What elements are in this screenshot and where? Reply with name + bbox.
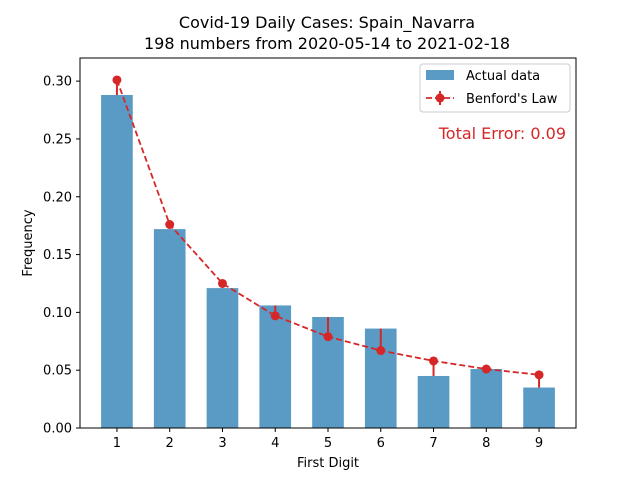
x-axis-label: First Digit bbox=[297, 456, 359, 471]
x-tick-label: 3 bbox=[218, 436, 226, 451]
x-tick-label: 9 bbox=[535, 436, 543, 451]
bar-digit-7 bbox=[417, 375, 450, 428]
bar-group bbox=[101, 95, 555, 428]
legend-box bbox=[419, 63, 571, 113]
x-tick-label: 8 bbox=[482, 436, 490, 451]
bar-digit-8 bbox=[470, 369, 503, 428]
y-axis: 0.00 0.05 0.10 0.15 0.20 0.25 0.30 bbox=[43, 75, 80, 437]
benford-marker-digit-7 bbox=[429, 356, 439, 366]
x-tick-label: 4 bbox=[271, 436, 279, 451]
benford-marker-digit-1 bbox=[112, 75, 122, 85]
benford-marker-digit-9 bbox=[534, 370, 544, 380]
y-tick-label: 0.15 bbox=[43, 248, 72, 263]
y-tick-label: 0.00 bbox=[43, 422, 72, 437]
x-tick-label: 2 bbox=[166, 436, 174, 451]
legend-label-benford: Benford's Law bbox=[466, 92, 558, 107]
total-error-annotation: Total Error: 0.09 bbox=[438, 124, 566, 143]
x-tick-label: 7 bbox=[429, 436, 437, 451]
benford-marker-digit-6 bbox=[376, 346, 386, 356]
bar-digit-4 bbox=[259, 305, 292, 428]
benford-marker-digit-2 bbox=[165, 220, 175, 229]
bar-digit-9 bbox=[523, 387, 555, 428]
bar-digit-2 bbox=[153, 229, 186, 428]
bar-digit-1 bbox=[101, 95, 133, 428]
benford-marker-digit-8 bbox=[481, 364, 491, 374]
marker-group bbox=[112, 75, 544, 380]
benford-marker-digit-4 bbox=[270, 311, 280, 321]
chart-subtitle: 198 numbers from 2020-05-14 to 2021-02-1… bbox=[144, 34, 510, 53]
chart-title: Covid-19 Daily Cases: Spain_Navarra bbox=[179, 13, 475, 33]
benford-marker-digit-3 bbox=[217, 278, 227, 288]
y-tick-label: 0.05 bbox=[43, 364, 72, 379]
y-tick-label: 0.10 bbox=[43, 306, 72, 321]
x-tick-label: 5 bbox=[324, 436, 332, 451]
x-tick-label: 6 bbox=[377, 436, 385, 451]
plot-area bbox=[79, 57, 577, 429]
x-axis: 1 2 3 4 5 6 7 8 9 bbox=[113, 428, 543, 451]
y-tick-label: 0.20 bbox=[43, 190, 72, 205]
y-tick-label: 0.25 bbox=[43, 132, 72, 147]
legend-label-actual: Actual data bbox=[466, 69, 540, 84]
legend-bar-swatch bbox=[426, 70, 454, 80]
y-axis-label: Frequency bbox=[21, 209, 36, 276]
benford-marker-digit-5 bbox=[323, 332, 333, 342]
legend-marker-swatch bbox=[435, 93, 445, 103]
x-tick-label: 1 bbox=[113, 436, 121, 451]
bar-digit-3 bbox=[206, 288, 239, 428]
y-tick-label: 0.30 bbox=[43, 75, 72, 90]
legend: Actual data Benford's Law bbox=[419, 63, 571, 113]
